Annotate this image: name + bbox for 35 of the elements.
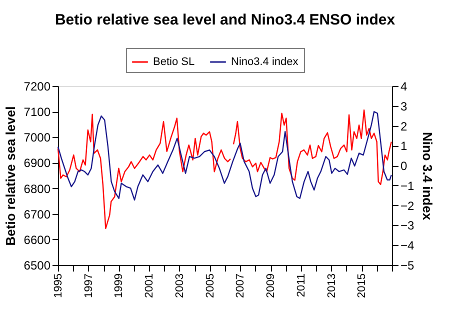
x-tick-label: 1999: [113, 274, 126, 298]
x-tick-label: 2015: [356, 274, 368, 298]
y-tick-label: 6900: [24, 156, 51, 170]
y2-tick-label: −1: [400, 178, 415, 193]
legend-label: Betio SL: [153, 56, 195, 68]
x-tick-label: 2003: [174, 274, 186, 298]
y2-tick-label: 0: [400, 159, 408, 174]
chart-title: Betio relative sea level and Nino3.4 ENSO index: [54, 12, 396, 28]
y2-tick-label: −4: [400, 238, 415, 253]
y-tick-label: 6500: [24, 258, 51, 272]
y-tick-label: 7000: [24, 130, 51, 145]
y-tick-label: 7100: [24, 105, 51, 120]
y2-tick-label: 2: [400, 119, 408, 134]
y-axis-title: Betio relative sea level: [2, 106, 18, 246]
x-tick-label: 1995: [52, 274, 64, 298]
x-tick-label: 2013: [326, 274, 338, 298]
line-series: [57, 111, 392, 201]
y-tick-label: 6800: [24, 182, 51, 196]
x-tick-label: 1997: [82, 274, 95, 298]
x-tick-label: 2009: [265, 274, 278, 298]
x-tick-label: 2005: [204, 274, 216, 298]
y-tick-label: 6600: [24, 232, 51, 247]
y2-tick-label: −2: [400, 198, 415, 213]
y2-axis-title: Nino 3.4 index: [420, 132, 436, 221]
y2-tick-label: −5: [400, 258, 415, 272]
y2-tick-label: 3: [400, 99, 408, 114]
x-tick-label: 2001: [144, 274, 156, 298]
y2-tick-label: −3: [400, 218, 415, 233]
x-tick-label: 2007: [234, 274, 247, 298]
y-tick-label: 6700: [24, 207, 51, 222]
legend-label: Nino3.4 index: [231, 56, 299, 68]
y2-tick-label: 1: [400, 139, 408, 154]
y-tick-label: 7200: [24, 80, 51, 94]
y2-tick-label: 4: [400, 80, 408, 94]
x-tick-label: 2011: [295, 274, 308, 298]
